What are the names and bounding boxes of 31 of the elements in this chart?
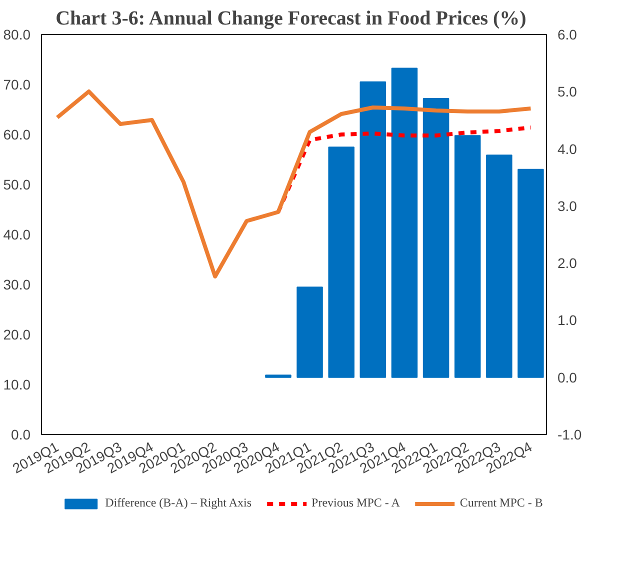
line-series — [55, 90, 533, 278]
y-tick-label: 20.0 — [3, 326, 31, 342]
y-tick-label: 10.0 — [3, 376, 31, 392]
bar — [518, 168, 544, 378]
bar — [454, 135, 481, 378]
y2-tick-label: 5.0 — [558, 84, 578, 100]
bar — [486, 154, 512, 378]
y-tick-label: 70.0 — [3, 76, 31, 92]
y2-tick-label: 3.0 — [558, 198, 578, 214]
legend-label: Previous MPC - A — [312, 496, 400, 510]
y2-tick-label: 4.0 — [558, 140, 578, 157]
bar — [360, 81, 386, 378]
chart-title: Chart 3-6: Annual Change Forecast in Food Prices (%) — [56, 8, 526, 30]
bar — [296, 286, 323, 378]
y2-tick-label: 0.0 — [558, 369, 578, 386]
bar — [265, 374, 292, 378]
y2-tick-label: 2.0 — [558, 255, 578, 272]
legend-label: Difference (B-A) – Right Axis — [105, 496, 252, 510]
bar — [391, 68, 418, 378]
y-tick-label: 80.0 — [3, 26, 31, 42]
y2-tick-label: 6.0 — [558, 26, 578, 42]
y2-tick-label: -1.0 — [558, 426, 582, 442]
bar — [328, 146, 354, 378]
bar — [422, 98, 450, 378]
y-tick-label: 0.0 — [11, 426, 31, 442]
y-tick-label: 60.0 — [3, 126, 31, 142]
y2-tick-label: 1.0 — [558, 312, 578, 328]
y-tick-label: 30.0 — [3, 276, 31, 292]
y-tick-label: 50.0 — [3, 176, 31, 192]
y-tick-label: 40.0 — [3, 226, 31, 242]
legend-label: Current MPC - B — [460, 496, 543, 510]
